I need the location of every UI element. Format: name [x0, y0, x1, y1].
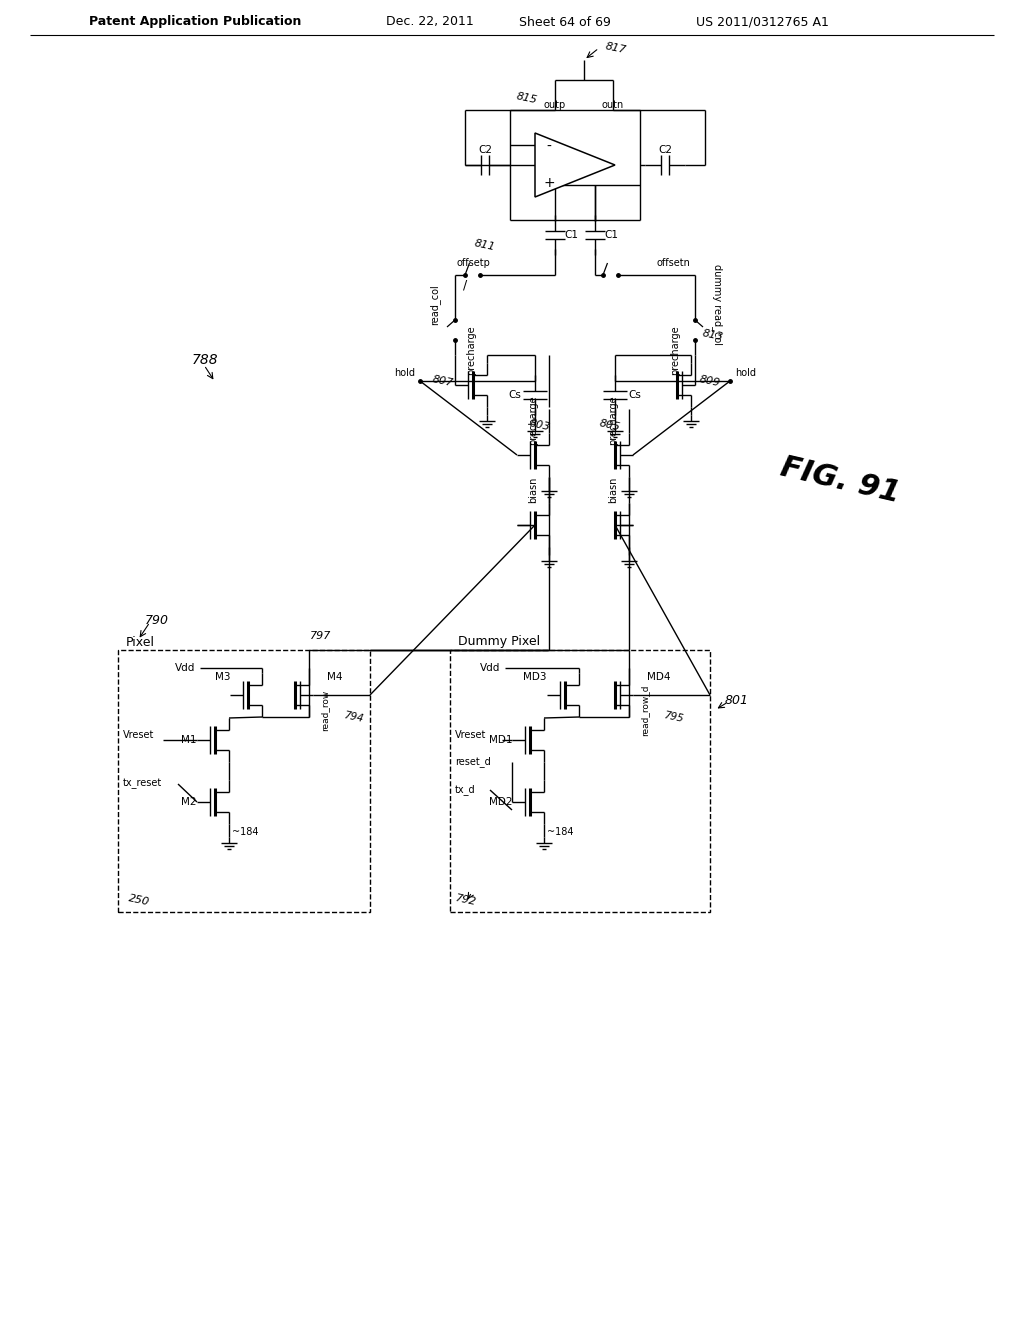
Text: 817: 817 — [604, 41, 627, 55]
Text: 809: 809 — [698, 374, 722, 388]
Text: MD2: MD2 — [488, 797, 512, 807]
Text: 815: 815 — [515, 91, 538, 106]
Text: precharge: precharge — [608, 395, 618, 445]
Text: FIG. 91: FIG. 91 — [777, 453, 903, 508]
Text: MD1: MD1 — [488, 735, 512, 744]
Text: hold: hold — [735, 368, 756, 378]
Text: ~184: ~184 — [547, 828, 573, 837]
Text: US 2011/0312765 A1: US 2011/0312765 A1 — [695, 16, 828, 29]
Text: 803: 803 — [528, 418, 552, 432]
Text: biasn: biasn — [528, 477, 538, 503]
Text: 795: 795 — [663, 710, 684, 723]
Text: read_col: read_col — [429, 285, 440, 325]
Text: Pixel: Pixel — [126, 635, 155, 648]
Text: M2: M2 — [181, 797, 197, 807]
Text: 792: 792 — [455, 892, 478, 907]
Text: Vdd: Vdd — [175, 663, 196, 673]
Text: precharge: precharge — [466, 325, 476, 375]
Text: tx_d: tx_d — [455, 784, 475, 796]
Text: read_row_d: read_row_d — [640, 684, 649, 735]
Text: 250: 250 — [128, 892, 151, 907]
Text: outn: outn — [602, 100, 624, 110]
Text: 797: 797 — [310, 631, 332, 642]
Text: +: + — [543, 176, 555, 190]
Text: C2: C2 — [478, 145, 492, 154]
Text: precharge: precharge — [670, 325, 680, 375]
Text: biasn: biasn — [608, 477, 618, 503]
Text: Dummy Pixel: Dummy Pixel — [458, 635, 540, 648]
Text: reset_d: reset_d — [455, 756, 490, 767]
Text: 813: 813 — [701, 327, 725, 342]
Text: -: - — [547, 140, 552, 154]
Text: 807: 807 — [431, 374, 455, 388]
Text: C2: C2 — [658, 145, 672, 154]
Text: Cs: Cs — [629, 389, 641, 400]
Text: offsetn: offsetn — [656, 257, 690, 268]
Text: 788: 788 — [193, 352, 219, 367]
Text: M3: M3 — [214, 672, 230, 682]
Text: hold: hold — [394, 368, 415, 378]
Bar — [450, 649, 710, 912]
Text: M4: M4 — [327, 672, 342, 682]
Text: 790: 790 — [145, 614, 169, 627]
Text: read_row: read_row — [321, 689, 330, 731]
Text: Vreset: Vreset — [123, 730, 155, 741]
Text: Sheet 64 of 69: Sheet 64 of 69 — [519, 16, 611, 29]
Text: Cs: Cs — [509, 389, 521, 400]
Text: Vdd: Vdd — [480, 663, 500, 673]
Text: offsetp: offsetp — [456, 257, 489, 268]
Text: MD3: MD3 — [523, 672, 547, 682]
Text: tx_reset: tx_reset — [123, 779, 162, 789]
Text: M1: M1 — [181, 735, 197, 744]
Text: ~184: ~184 — [231, 828, 258, 837]
Text: 794: 794 — [343, 710, 365, 723]
Text: MD4: MD4 — [647, 672, 671, 682]
Bar — [118, 649, 370, 912]
Text: 801: 801 — [725, 693, 749, 706]
Text: C1: C1 — [564, 230, 578, 240]
Text: dummy read_col: dummy read_col — [712, 264, 723, 346]
Text: 811: 811 — [473, 238, 497, 252]
Text: outp: outp — [544, 100, 566, 110]
Text: precharge: precharge — [528, 395, 538, 445]
Text: Dec. 22, 2011: Dec. 22, 2011 — [386, 16, 474, 29]
Text: Patent Application Publication: Patent Application Publication — [89, 16, 301, 29]
Polygon shape — [535, 133, 615, 197]
Text: /: / — [463, 279, 467, 292]
Text: 805: 805 — [598, 418, 622, 432]
Text: Vreset: Vreset — [455, 730, 486, 741]
Text: C1: C1 — [604, 230, 618, 240]
